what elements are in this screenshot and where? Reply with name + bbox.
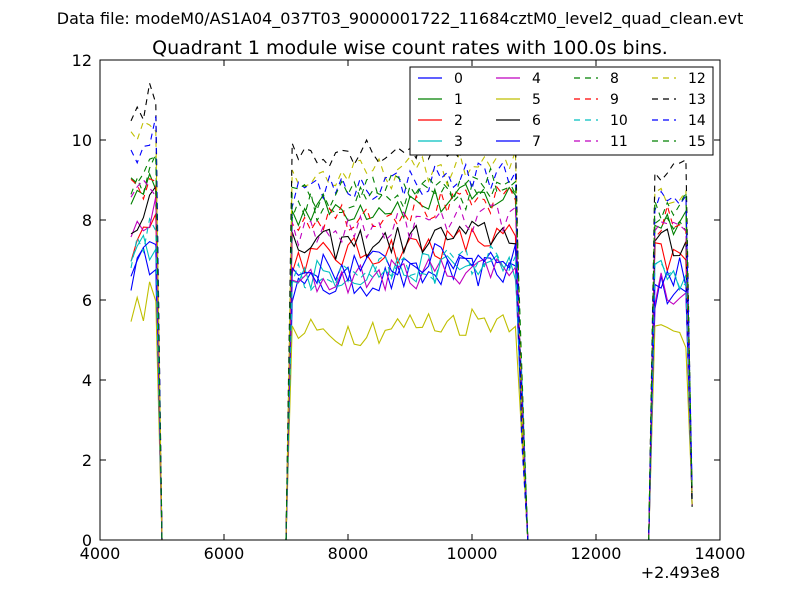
x-tick-label: 14000 [695,544,746,563]
legend-label-1: 1 [454,92,463,108]
legend-label-2: 2 [454,113,463,129]
y-tick-label: 0 [82,531,92,550]
y-tick-label: 8 [82,211,92,230]
y-tick-label: 12 [72,51,92,70]
x-tick-label: 12000 [571,544,622,563]
legend-label-5: 5 [532,92,541,108]
series-line-8 [130,153,693,541]
legend-label-15: 15 [688,134,706,150]
legend-label-4: 4 [532,71,541,87]
y-tick-label: 4 [82,371,92,390]
y-tick-label: 6 [82,291,92,310]
legend-label-3: 3 [454,134,463,150]
x-tick-label: 4000 [80,544,121,563]
legend-label-0: 0 [454,71,463,87]
x-tick-label: 10000 [447,544,498,563]
legend-box [409,66,714,156]
legend-label-6: 6 [532,113,541,129]
y-tick-label: 2 [82,451,92,470]
x-tick-label: 6000 [204,544,245,563]
legend-label-7: 7 [532,134,541,150]
chart-title: Quadrant 1 module wise count rates with … [152,37,668,59]
x-tick-label: 8000 [328,544,369,563]
legend-label-14: 14 [688,113,706,129]
x-offset-label: +2.493e8 [641,563,720,582]
suptitle: Data file: modeM0/AS1A04_037T03_90000017… [57,9,743,29]
legend-label-13: 13 [688,92,706,108]
legend-label-10: 10 [610,113,628,129]
legend-label-9: 9 [610,92,619,108]
legend-label-8: 8 [610,71,619,87]
legend-label-12: 12 [688,71,706,87]
y-tick-label: 10 [72,131,92,150]
legend-label-11: 11 [610,134,628,150]
